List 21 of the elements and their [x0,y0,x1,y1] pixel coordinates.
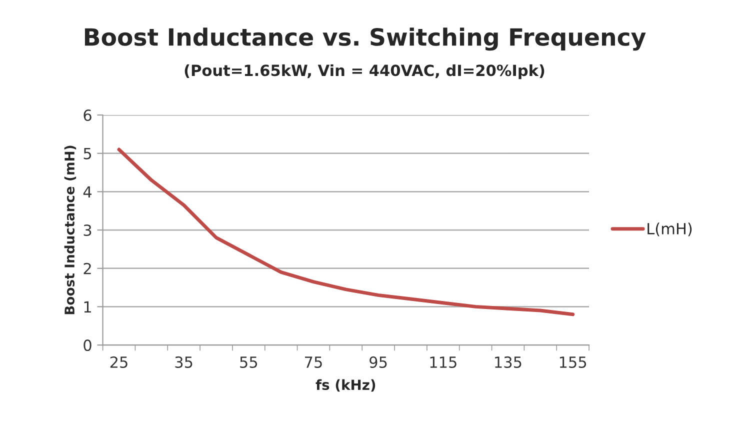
y-tick-label: 4 [83,186,92,198]
chart-title: Boost Inductance vs. Switching Frequency [84,28,646,51]
x-tick-label: 35 [175,356,192,368]
chart-subtitle: (Pout=1.65kW, Vin = 440VAC, dI=20%Ipk) [184,64,544,80]
line-series [117,148,575,316]
x-tick-label: 25 [110,356,128,368]
y-tick-label: 1 [84,301,91,312]
legend-label: L(mH) [648,222,692,236]
x-tick-label: 135 [495,356,522,368]
y-tick-label: 2 [84,262,91,274]
x-axis-title: fs (kHz) [316,379,376,392]
y-tick-label: 6 [84,109,92,122]
y-axis-title: Boost Inductance (mH) [64,146,76,314]
y-tick-label: 3 [84,224,92,236]
y-tick-label: 5 [84,148,92,160]
x-tick-label: 95 [370,356,387,368]
x-tick-label: 115 [430,356,456,368]
x-tick-label: 55 [240,356,258,368]
y-tick-label: 0 [84,339,92,352]
x-tick-label: 155 [560,356,586,368]
x-tick-label: 75 [305,356,322,368]
